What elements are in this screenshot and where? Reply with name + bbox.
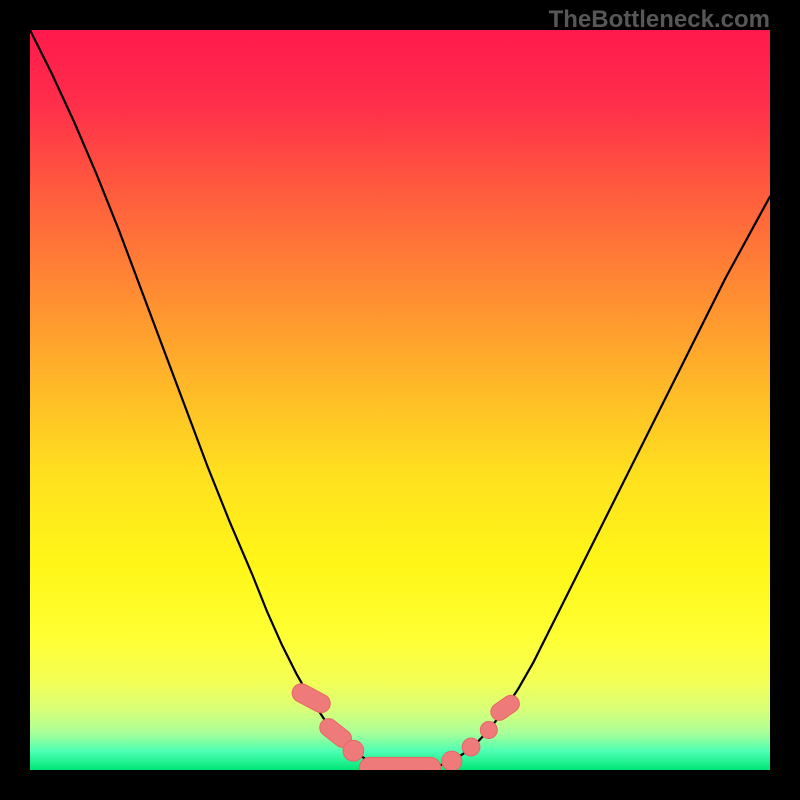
- marker-capsule: [359, 757, 440, 770]
- marker-dot: [480, 722, 497, 739]
- marker-dot: [462, 738, 480, 756]
- watermark-text: TheBottleneck.com: [549, 6, 770, 34]
- marker-dot: [442, 751, 462, 770]
- marker-dot: [343, 740, 364, 761]
- gradient-background: [30, 30, 770, 770]
- bottleneck-chart: [30, 30, 770, 770]
